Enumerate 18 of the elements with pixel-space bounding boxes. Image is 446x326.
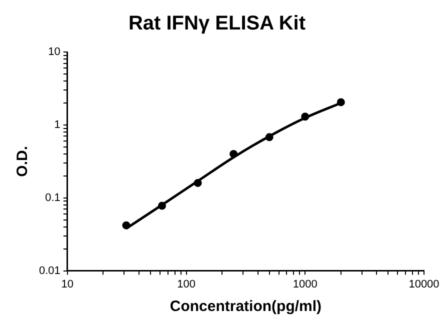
y-tick-label: 1 bbox=[54, 118, 60, 131]
point bbox=[194, 178, 202, 187]
x-axis-title: Concentration(pg/ml) bbox=[170, 298, 322, 316]
point bbox=[265, 133, 274, 142]
x-tick-label: 100 bbox=[177, 278, 196, 290]
chart-title: Rat IFNγ ELISA Kit bbox=[128, 12, 306, 35]
y-tick-label: 0.01 bbox=[38, 264, 60, 277]
x-tick-label: 10000 bbox=[408, 278, 440, 290]
point bbox=[336, 98, 345, 106]
y-axis-title: O.D. bbox=[14, 146, 32, 177]
point bbox=[301, 112, 310, 121]
point bbox=[158, 202, 166, 210]
x-tick-label: 10 bbox=[61, 278, 74, 290]
y-tick-label: 10 bbox=[48, 46, 60, 58]
y-tick-label: 0.1 bbox=[45, 192, 60, 204]
point bbox=[230, 150, 238, 158]
x-tick-label: 1000 bbox=[292, 278, 318, 290]
point bbox=[122, 221, 130, 230]
